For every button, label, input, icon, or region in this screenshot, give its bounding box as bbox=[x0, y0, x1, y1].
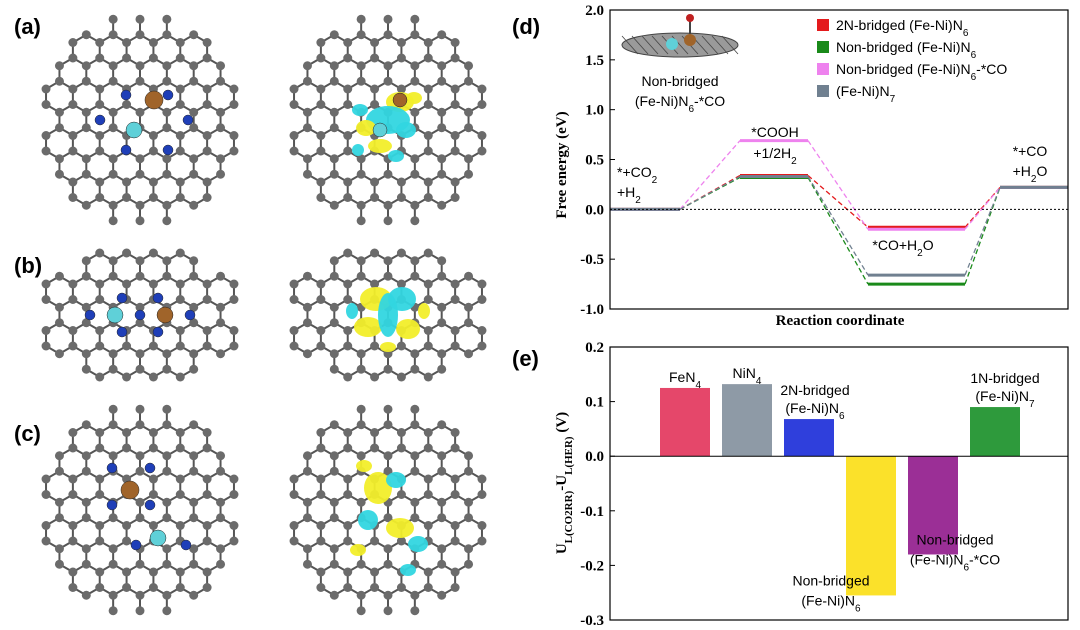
e-bar-1 bbox=[722, 384, 772, 457]
e-bar-2 bbox=[784, 419, 834, 457]
structure-c-left bbox=[41, 404, 239, 616]
e-ytick-label: 0.2 bbox=[585, 340, 604, 356]
structure-b-left bbox=[41, 248, 239, 382]
d-state-2: *CO+H2O bbox=[872, 237, 933, 259]
structure-b-right bbox=[289, 248, 487, 382]
e-bar-label-5-1: 1N-bridged bbox=[970, 370, 1039, 386]
e-bar-label-2-1: 2N-bridged bbox=[780, 382, 849, 398]
structure-c-right bbox=[289, 404, 487, 616]
e-ytick-label: -0.1 bbox=[580, 504, 604, 520]
d-state-1-line2: +1/2H2 bbox=[753, 145, 797, 167]
d-connector-3-0 bbox=[679, 175, 741, 210]
d-state-3-line2: +H2O bbox=[1013, 163, 1048, 185]
d-inset-bond bbox=[711, 35, 729, 55]
e-ytick-label: -0.2 bbox=[580, 558, 604, 574]
e-bar-label-3-1: Non-bridged bbox=[792, 572, 869, 588]
d-legend-label: Non-bridged (Fe-Ni)N6 bbox=[836, 39, 977, 61]
d-connector-2-1 bbox=[807, 140, 869, 230]
d-inset-fe bbox=[684, 34, 696, 46]
e-bar-label-5-2: (Fe-Ni)N7 bbox=[975, 388, 1035, 410]
d-inset-bond bbox=[631, 35, 649, 55]
d-ytick-label: -1.0 bbox=[580, 302, 604, 318]
e-bar-label-0: FeN4 bbox=[669, 369, 701, 391]
d-inset-bond bbox=[701, 35, 719, 55]
e-bar-4 bbox=[908, 456, 958, 555]
e-bar-5 bbox=[970, 407, 1020, 457]
d-ylabel: Free energy (eV) bbox=[554, 111, 570, 218]
d-legend-swatch bbox=[817, 63, 829, 75]
e-bar-label-3-2: (Fe-Ni)N6 bbox=[801, 592, 861, 614]
structure-a-right bbox=[289, 14, 487, 226]
panel-label-b: (b) bbox=[14, 253, 43, 278]
d-ytick-label: 0.5 bbox=[585, 153, 604, 169]
e-bar-label-2-2: (Fe-Ni)N6 bbox=[785, 400, 845, 422]
d-plot-frame bbox=[609, 9, 1069, 310]
d-ytick-label: -0.5 bbox=[580, 252, 604, 268]
d-inset-bond bbox=[641, 35, 659, 55]
d-connector-1-1 bbox=[807, 177, 869, 285]
d-ytick-label: 0.0 bbox=[585, 202, 604, 218]
d-xlabel: Reaction coordinate bbox=[776, 313, 905, 329]
e-plot-frame bbox=[609, 346, 1069, 621]
d-connector-0-1 bbox=[807, 174, 869, 228]
d-connector-2-2 bbox=[964, 186, 1001, 230]
d-inset-ni bbox=[666, 38, 678, 50]
d-ytick-label: 2.0 bbox=[585, 3, 604, 19]
e-bar-label-4-2: (Fe-Ni)N6-*CO bbox=[910, 551, 1000, 573]
d-connector-1-2 bbox=[964, 187, 1001, 285]
d-connector-2-0 bbox=[679, 140, 741, 210]
d-legend-swatch bbox=[817, 41, 829, 53]
d-inset-caption-2: (Fe-Ni)N6-*CO bbox=[635, 93, 725, 115]
e-ytick-label: 0.1 bbox=[585, 395, 604, 411]
d-legend-label: 2N-bridged (Fe-Ni)N6 bbox=[836, 17, 969, 39]
e-bar-label-1: NiN4 bbox=[733, 365, 762, 387]
e-ytick-label: -0.3 bbox=[580, 613, 604, 629]
d-inset-caption-1: Non-bridged bbox=[641, 73, 718, 89]
structure-a-left bbox=[41, 14, 239, 226]
d-inset-o bbox=[686, 14, 694, 22]
d-legend-swatch bbox=[817, 85, 829, 97]
e-bar-label-4-1: Non-bridged bbox=[916, 531, 993, 547]
d-ytick-label: 1.5 bbox=[585, 53, 604, 69]
panel-label-c: (c) bbox=[14, 421, 41, 446]
d-ytick-label: 1.0 bbox=[585, 103, 604, 119]
panel-label-e: (e) bbox=[512, 346, 539, 371]
d-connector-3-1 bbox=[807, 176, 869, 276]
d-inset-bond bbox=[621, 35, 639, 55]
d-state-3-line1: *+CO bbox=[1013, 143, 1048, 159]
d-inset-bond bbox=[651, 35, 669, 55]
d-legend-swatch bbox=[817, 19, 829, 31]
panel-label-d: (d) bbox=[512, 14, 541, 39]
e-bar-3 bbox=[846, 456, 896, 596]
e-bar-0 bbox=[660, 387, 710, 457]
d-state-1-line1: *COOH bbox=[751, 124, 798, 140]
d-legend-label: (Fe-Ni)N7 bbox=[836, 83, 896, 105]
panel-label-a: (a) bbox=[14, 14, 41, 39]
e-ytick-label: 0.0 bbox=[585, 449, 604, 465]
d-state-0-line2: +H2 bbox=[617, 184, 641, 206]
e-ylabel: UL(CO2RR)-UL(HER) (V) bbox=[554, 412, 575, 554]
d-legend-label: Non-bridged (Fe-Ni)N6-*CO bbox=[836, 61, 1007, 83]
d-state-0-line1: *+CO2 bbox=[617, 164, 658, 186]
d-inset-bond bbox=[721, 35, 739, 55]
